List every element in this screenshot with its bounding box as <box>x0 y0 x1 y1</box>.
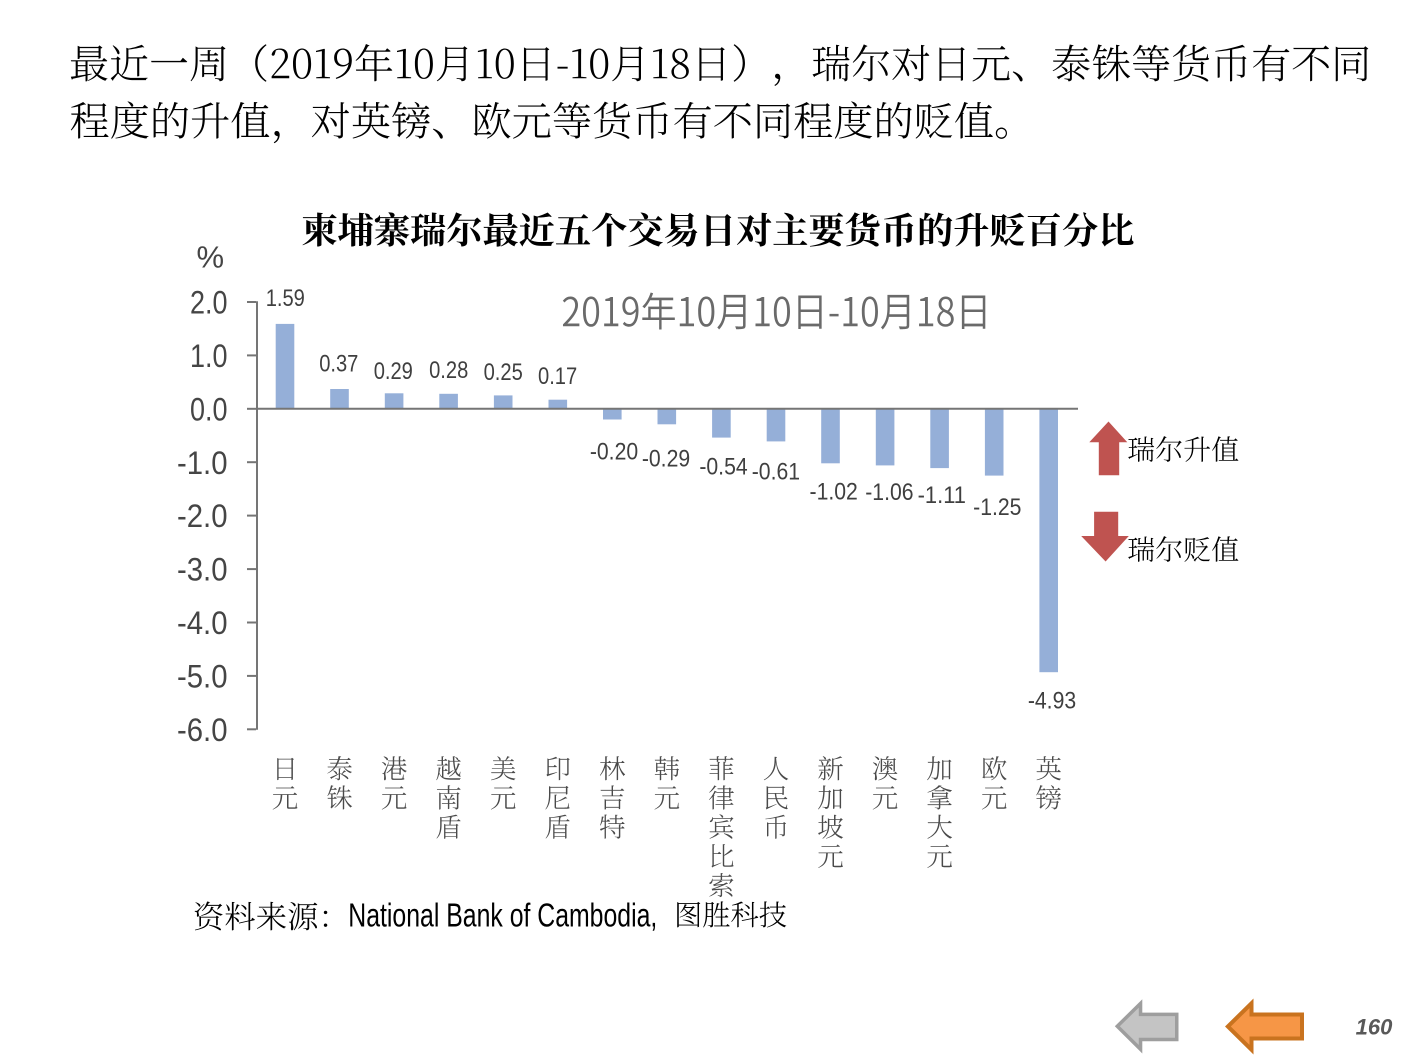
svg-text:0.0: 0.0 <box>190 391 228 427</box>
svg-text:160: 160 <box>1356 1015 1393 1040</box>
svg-text:0.25: 0.25 <box>484 359 523 386</box>
svg-text:-1.25: -1.25 <box>973 494 1021 521</box>
svg-text:National Bank of Cambodia,: National Bank of Cambodia, <box>348 896 657 933</box>
svg-text:-3.0: -3.0 <box>177 552 228 588</box>
svg-text:-0.54: -0.54 <box>699 454 747 481</box>
svg-text:0.37: 0.37 <box>319 351 358 378</box>
svg-text:-1.0: -1.0 <box>177 445 228 481</box>
svg-text:-4.93: -4.93 <box>1028 687 1076 714</box>
svg-text:%: % <box>197 240 225 275</box>
svg-text:-0.61: -0.61 <box>752 458 800 485</box>
svg-text:2.0: 2.0 <box>190 285 228 321</box>
svg-text:1.59: 1.59 <box>266 285 305 312</box>
svg-text:-0.20: -0.20 <box>590 438 638 465</box>
svg-text:-0.29: -0.29 <box>642 446 690 473</box>
svg-text:-4.0: -4.0 <box>177 605 228 641</box>
svg-text:-2.0: -2.0 <box>177 498 228 534</box>
svg-text:0.17: 0.17 <box>538 363 577 390</box>
svg-text:1.0: 1.0 <box>190 338 228 374</box>
svg-text:0.29: 0.29 <box>374 358 413 385</box>
svg-text:-5.0: -5.0 <box>177 659 228 695</box>
svg-text:0.28: 0.28 <box>429 357 468 384</box>
svg-text:-1.02: -1.02 <box>810 478 858 505</box>
svg-text:-6.0: -6.0 <box>177 712 228 748</box>
svg-text:-1.06: -1.06 <box>865 479 913 506</box>
svg-text:-1.11: -1.11 <box>918 482 966 509</box>
